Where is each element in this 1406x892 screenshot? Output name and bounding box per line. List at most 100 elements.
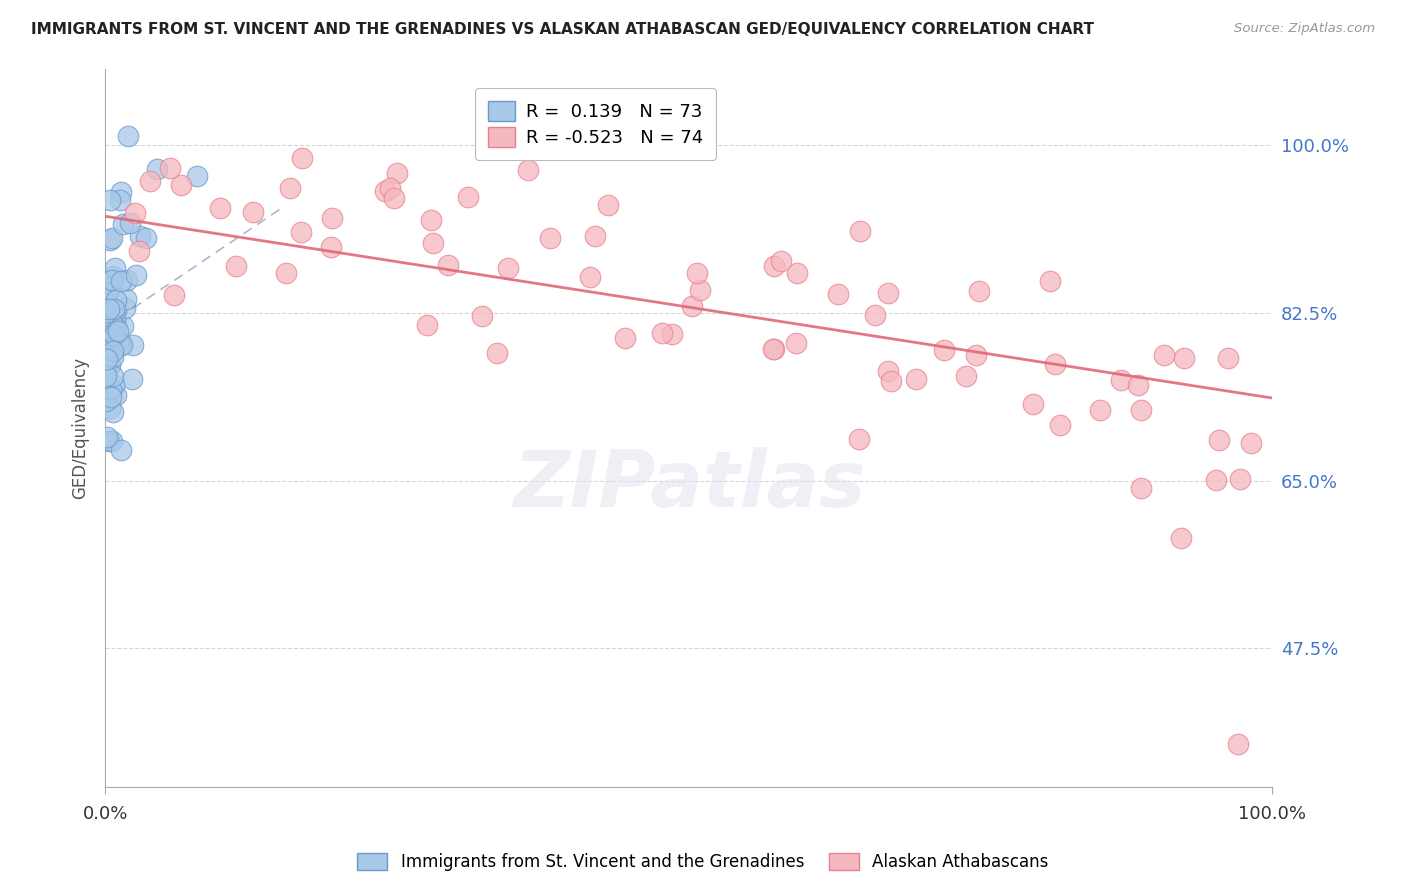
Point [274,266,297,280]
Point [422,236,444,251]
Point [139,174,162,188]
Point [374,184,396,198]
Point [103,305,125,319]
Point [97,302,120,317]
Point [159,161,181,175]
Point [321,240,343,254]
Point [115,272,138,286]
Point [117,128,139,143]
Point [96,363,118,377]
Point [382,191,405,205]
Text: ZIPatlas: ZIPatlas [513,448,865,524]
Point [785,336,807,351]
Point [125,268,148,282]
Point [100,273,122,287]
Point [110,274,132,288]
Point [103,328,125,343]
Point [1021,397,1043,411]
Point [100,324,122,338]
Point [101,268,124,283]
Point [97,343,120,358]
Point [96,351,118,366]
Point [101,344,124,359]
Point [880,375,903,389]
Point [98,304,121,318]
Point [96,305,118,319]
Point [681,299,703,313]
Point [517,162,540,177]
Point [128,244,150,259]
Point [904,372,927,386]
Point [107,324,129,338]
Point [103,368,125,383]
Point [967,284,990,298]
Legend: R =  0.139   N = 73, R = -0.523   N = 74: R = 0.139 N = 73, R = -0.523 N = 74 [475,88,716,160]
Point [378,181,401,195]
Point [827,287,849,301]
Point [1126,377,1149,392]
Point [96,368,118,383]
Point [96,359,118,373]
Point [965,348,987,362]
Point [290,225,312,239]
Point [100,316,122,330]
Point [579,269,602,284]
Point [103,377,125,392]
Point [583,228,606,243]
Point [387,166,409,180]
Point [98,434,121,449]
Point [100,382,122,396]
Point [955,369,977,384]
Point [486,346,509,360]
Point [145,161,167,176]
Point [96,321,118,335]
Point [1129,482,1152,496]
Point [96,274,118,288]
Point [122,338,145,352]
Point [97,337,120,351]
Point [98,401,121,415]
Point [108,334,131,349]
Point [170,178,193,192]
Point [111,318,134,333]
Point [96,393,118,408]
Point [1043,357,1066,371]
Point [124,206,146,220]
Point [101,405,124,419]
Text: Source: ZipAtlas.com: Source: ZipAtlas.com [1234,22,1375,36]
Point [98,193,121,207]
Point [278,180,301,194]
Point [103,351,125,365]
Point [97,298,120,312]
Point [96,294,118,309]
Point [110,185,132,199]
Point [135,230,157,244]
Point [110,442,132,457]
Point [651,326,673,340]
Point [863,308,886,322]
Point [103,302,125,317]
Point [118,216,141,230]
Point [104,314,127,328]
Point [163,288,186,302]
Point [786,266,808,280]
Point [1173,351,1195,365]
Point [96,348,118,362]
Point [1153,348,1175,362]
Point [1039,274,1062,288]
Point [1049,418,1071,433]
Point [104,387,127,401]
Point [1088,403,1111,417]
Point [1240,435,1263,450]
Point [101,434,124,448]
Point [96,352,118,367]
Point [877,286,900,301]
Point [111,338,134,352]
Point [121,372,143,386]
Point [1229,472,1251,486]
Point [496,261,519,276]
Point [96,288,118,302]
Point [96,362,118,376]
Point [686,266,709,280]
Point [763,259,786,273]
